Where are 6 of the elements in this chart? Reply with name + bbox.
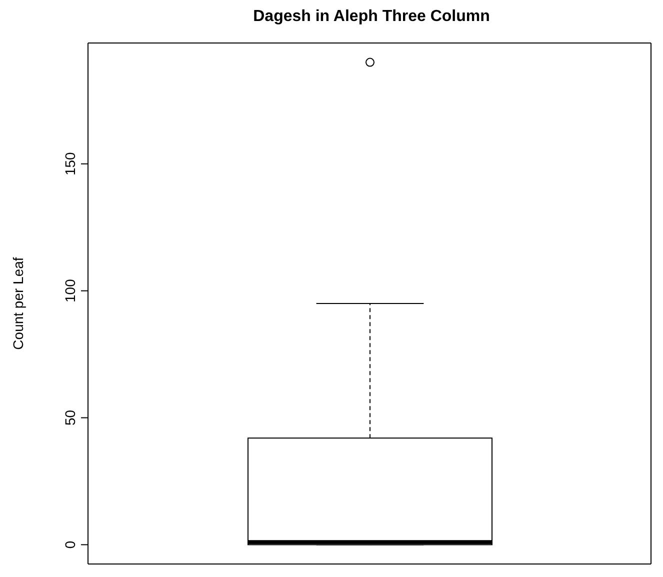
chart-title: Dagesh in Aleph Three Column bbox=[252, 8, 491, 27]
y-axis-title: Count per Leaf bbox=[10, 257, 26, 350]
y-tick-label: 150 bbox=[62, 152, 78, 176]
y-tick-label: 0 bbox=[62, 540, 78, 549]
y-tick-label: 50 bbox=[62, 410, 78, 426]
y-tick-label: 100 bbox=[62, 278, 78, 302]
